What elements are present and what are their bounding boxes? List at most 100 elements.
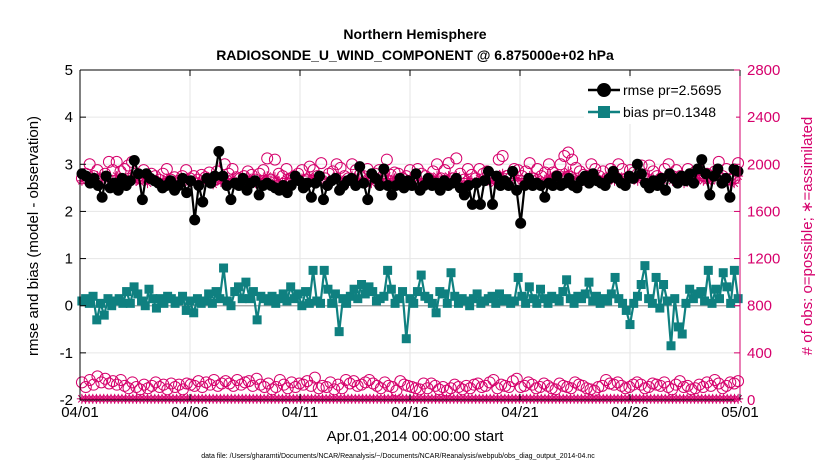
bias-point	[398, 287, 408, 297]
possible-point	[654, 379, 667, 392]
possible-point	[308, 371, 321, 384]
bias-point	[677, 329, 687, 339]
bias-point	[636, 280, 646, 289]
bias-point	[379, 291, 389, 301]
possible-point	[569, 376, 581, 389]
bias-point	[248, 287, 258, 297]
possible-point	[227, 379, 240, 392]
possible-point	[716, 382, 729, 395]
bias-point	[543, 298, 553, 308]
bias-point	[591, 291, 601, 301]
rmse-point	[547, 180, 559, 191]
rmse-point	[491, 170, 503, 182]
bias-point	[233, 282, 243, 292]
series-rmse	[76, 146, 744, 229]
bias-point	[707, 298, 717, 308]
possible-point	[285, 376, 298, 389]
possible-point	[107, 375, 119, 388]
bias-point	[301, 287, 311, 297]
possible-point	[518, 379, 531, 392]
possible-point	[87, 378, 100, 391]
bias-point	[390, 298, 400, 308]
possible-point	[118, 379, 131, 392]
bias-point	[714, 294, 724, 304]
rmse-point	[313, 170, 325, 182]
rmse-point	[696, 154, 708, 166]
possible-point	[541, 379, 554, 392]
bias-point	[267, 291, 277, 301]
possible-point	[347, 375, 360, 388]
bias-point	[125, 298, 135, 308]
bias-point	[357, 280, 367, 289]
possible-point	[701, 376, 713, 389]
rmse-point	[724, 191, 736, 203]
possible-point	[596, 379, 609, 392]
bias-point	[338, 294, 348, 304]
legend-rmse-label: rmse pr=2.5695	[623, 82, 722, 98]
bias-point	[114, 294, 124, 304]
possible-point	[371, 379, 383, 392]
bias-point	[502, 294, 512, 304]
possible-point	[312, 382, 325, 395]
possible-point	[83, 373, 96, 386]
bias-point	[118, 298, 128, 308]
possible-point	[693, 378, 706, 391]
bias-point	[517, 291, 527, 301]
rmse-point	[378, 163, 390, 175]
bias-point	[442, 298, 452, 308]
bias-point	[588, 296, 598, 306]
possible-point	[417, 377, 430, 390]
bias-point	[148, 294, 158, 304]
rmse-point	[317, 194, 329, 206]
bias-point	[655, 303, 665, 313]
bias-point	[659, 280, 669, 289]
bias-point	[192, 294, 202, 304]
y-axis-right-label: # of obs: o=possible; ∗=assimilated	[799, 117, 816, 356]
bias-point	[644, 294, 654, 304]
chart-title-line2: RADIOSONDE_U_WIND_COMPONENT @ 6.875000e+…	[216, 47, 614, 63]
rmse-point	[374, 180, 386, 191]
bias-point	[144, 284, 154, 294]
y-left-tick-label: 0	[65, 298, 73, 315]
possible-point	[611, 376, 624, 389]
possible-point	[635, 378, 647, 391]
bias-point	[666, 341, 676, 351]
rmse-point	[96, 191, 108, 203]
bias-point	[316, 298, 326, 308]
possible-point	[207, 373, 220, 386]
axes	[79, 69, 741, 401]
bias-point	[569, 298, 579, 308]
bias-point	[353, 294, 363, 304]
bias-point	[465, 301, 475, 311]
possible-point	[491, 382, 504, 395]
rmse-point	[466, 198, 478, 210]
possible-point	[153, 381, 166, 394]
bias-point	[308, 265, 318, 275]
possible-point	[126, 376, 139, 389]
bias-point	[524, 282, 534, 292]
rmse-point	[209, 170, 221, 182]
rmse-point	[511, 184, 523, 196]
bias-point	[364, 282, 374, 292]
rmse-point	[551, 170, 563, 182]
y-right-tick-label: 800	[747, 298, 772, 315]
bias-point	[219, 263, 229, 273]
bias-point	[565, 294, 575, 304]
possible-point	[200, 376, 213, 389]
bias-point	[252, 315, 262, 325]
rmse-point	[197, 196, 209, 208]
legend-bias-marker	[598, 106, 610, 118]
bias-point	[330, 289, 340, 299]
possible-point	[576, 379, 589, 392]
bias-point	[226, 301, 236, 311]
possible-point	[301, 375, 314, 388]
bias-point	[278, 289, 288, 299]
possible-point	[712, 377, 725, 390]
possible-point	[697, 381, 710, 394]
series-layer	[75, 146, 745, 404]
possible-point	[526, 378, 539, 391]
legend: rmse pr=2.5695 bias pr=0.1348	[584, 78, 736, 124]
footer-data-file: data file: /Users/gharamti/Documents/NCA…	[201, 453, 595, 460]
possible-point	[503, 381, 515, 394]
